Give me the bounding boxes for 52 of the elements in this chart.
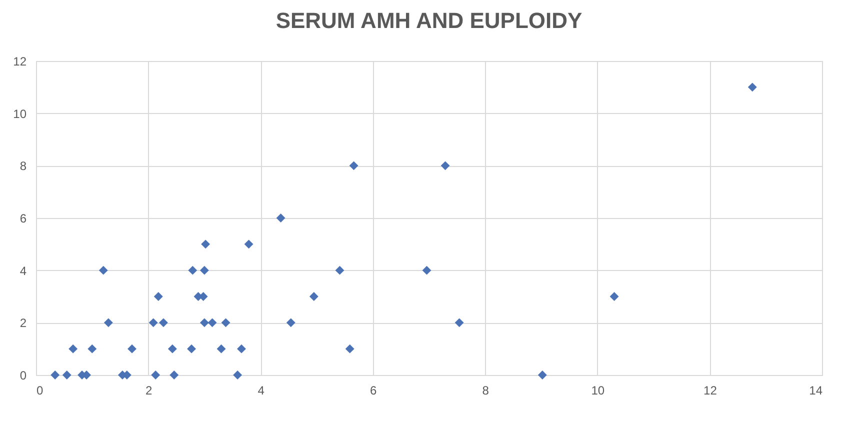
point [88, 344, 97, 354]
point [286, 318, 296, 328]
x-tick-label: 6 [370, 384, 378, 398]
point [454, 318, 464, 328]
point [170, 370, 179, 380]
x-tick-label: 0 [36, 384, 44, 398]
point [748, 82, 757, 92]
y-tick-label: 8 [20, 159, 27, 174]
point [50, 370, 60, 380]
y-tick-label: 4 [20, 264, 27, 278]
y-tick-label: 2 [20, 316, 27, 330]
point [200, 318, 209, 328]
point [216, 344, 226, 354]
point [154, 292, 163, 301]
point [148, 318, 158, 328]
x-tick-label: 2 [145, 384, 152, 398]
point [276, 214, 286, 222]
point [244, 240, 254, 249]
x-tick-label: 10 [591, 384, 605, 398]
x-tick-label: 4 [258, 384, 265, 398]
y-tick-label: 0 [20, 368, 27, 382]
x-tick-label: 8 [482, 384, 490, 398]
point [345, 344, 354, 354]
point [440, 161, 450, 170]
point [68, 344, 78, 354]
point [538, 370, 547, 380]
point [187, 344, 196, 354]
point [158, 318, 168, 328]
y-tick-label: 12 [13, 54, 27, 68]
x-tick-label: 14 [809, 384, 823, 398]
point [62, 370, 72, 380]
point [128, 344, 136, 354]
point [208, 318, 217, 328]
point [151, 370, 160, 380]
x-tick-label: 12 [704, 384, 718, 398]
point [221, 318, 230, 328]
point [200, 266, 209, 275]
point [233, 370, 242, 380]
point [237, 344, 246, 354]
point [610, 292, 619, 301]
point [98, 266, 108, 275]
point [422, 266, 432, 275]
y-tick-label: 10 [13, 106, 27, 121]
y-tick-label: 6 [20, 212, 27, 226]
point [188, 266, 198, 275]
point [104, 318, 113, 328]
point [335, 266, 344, 275]
chart-title: SERUM AMH AND EUPLOIDY [276, 8, 583, 33]
point [349, 161, 358, 170]
point [309, 292, 318, 301]
point [201, 240, 210, 249]
point [168, 344, 177, 354]
